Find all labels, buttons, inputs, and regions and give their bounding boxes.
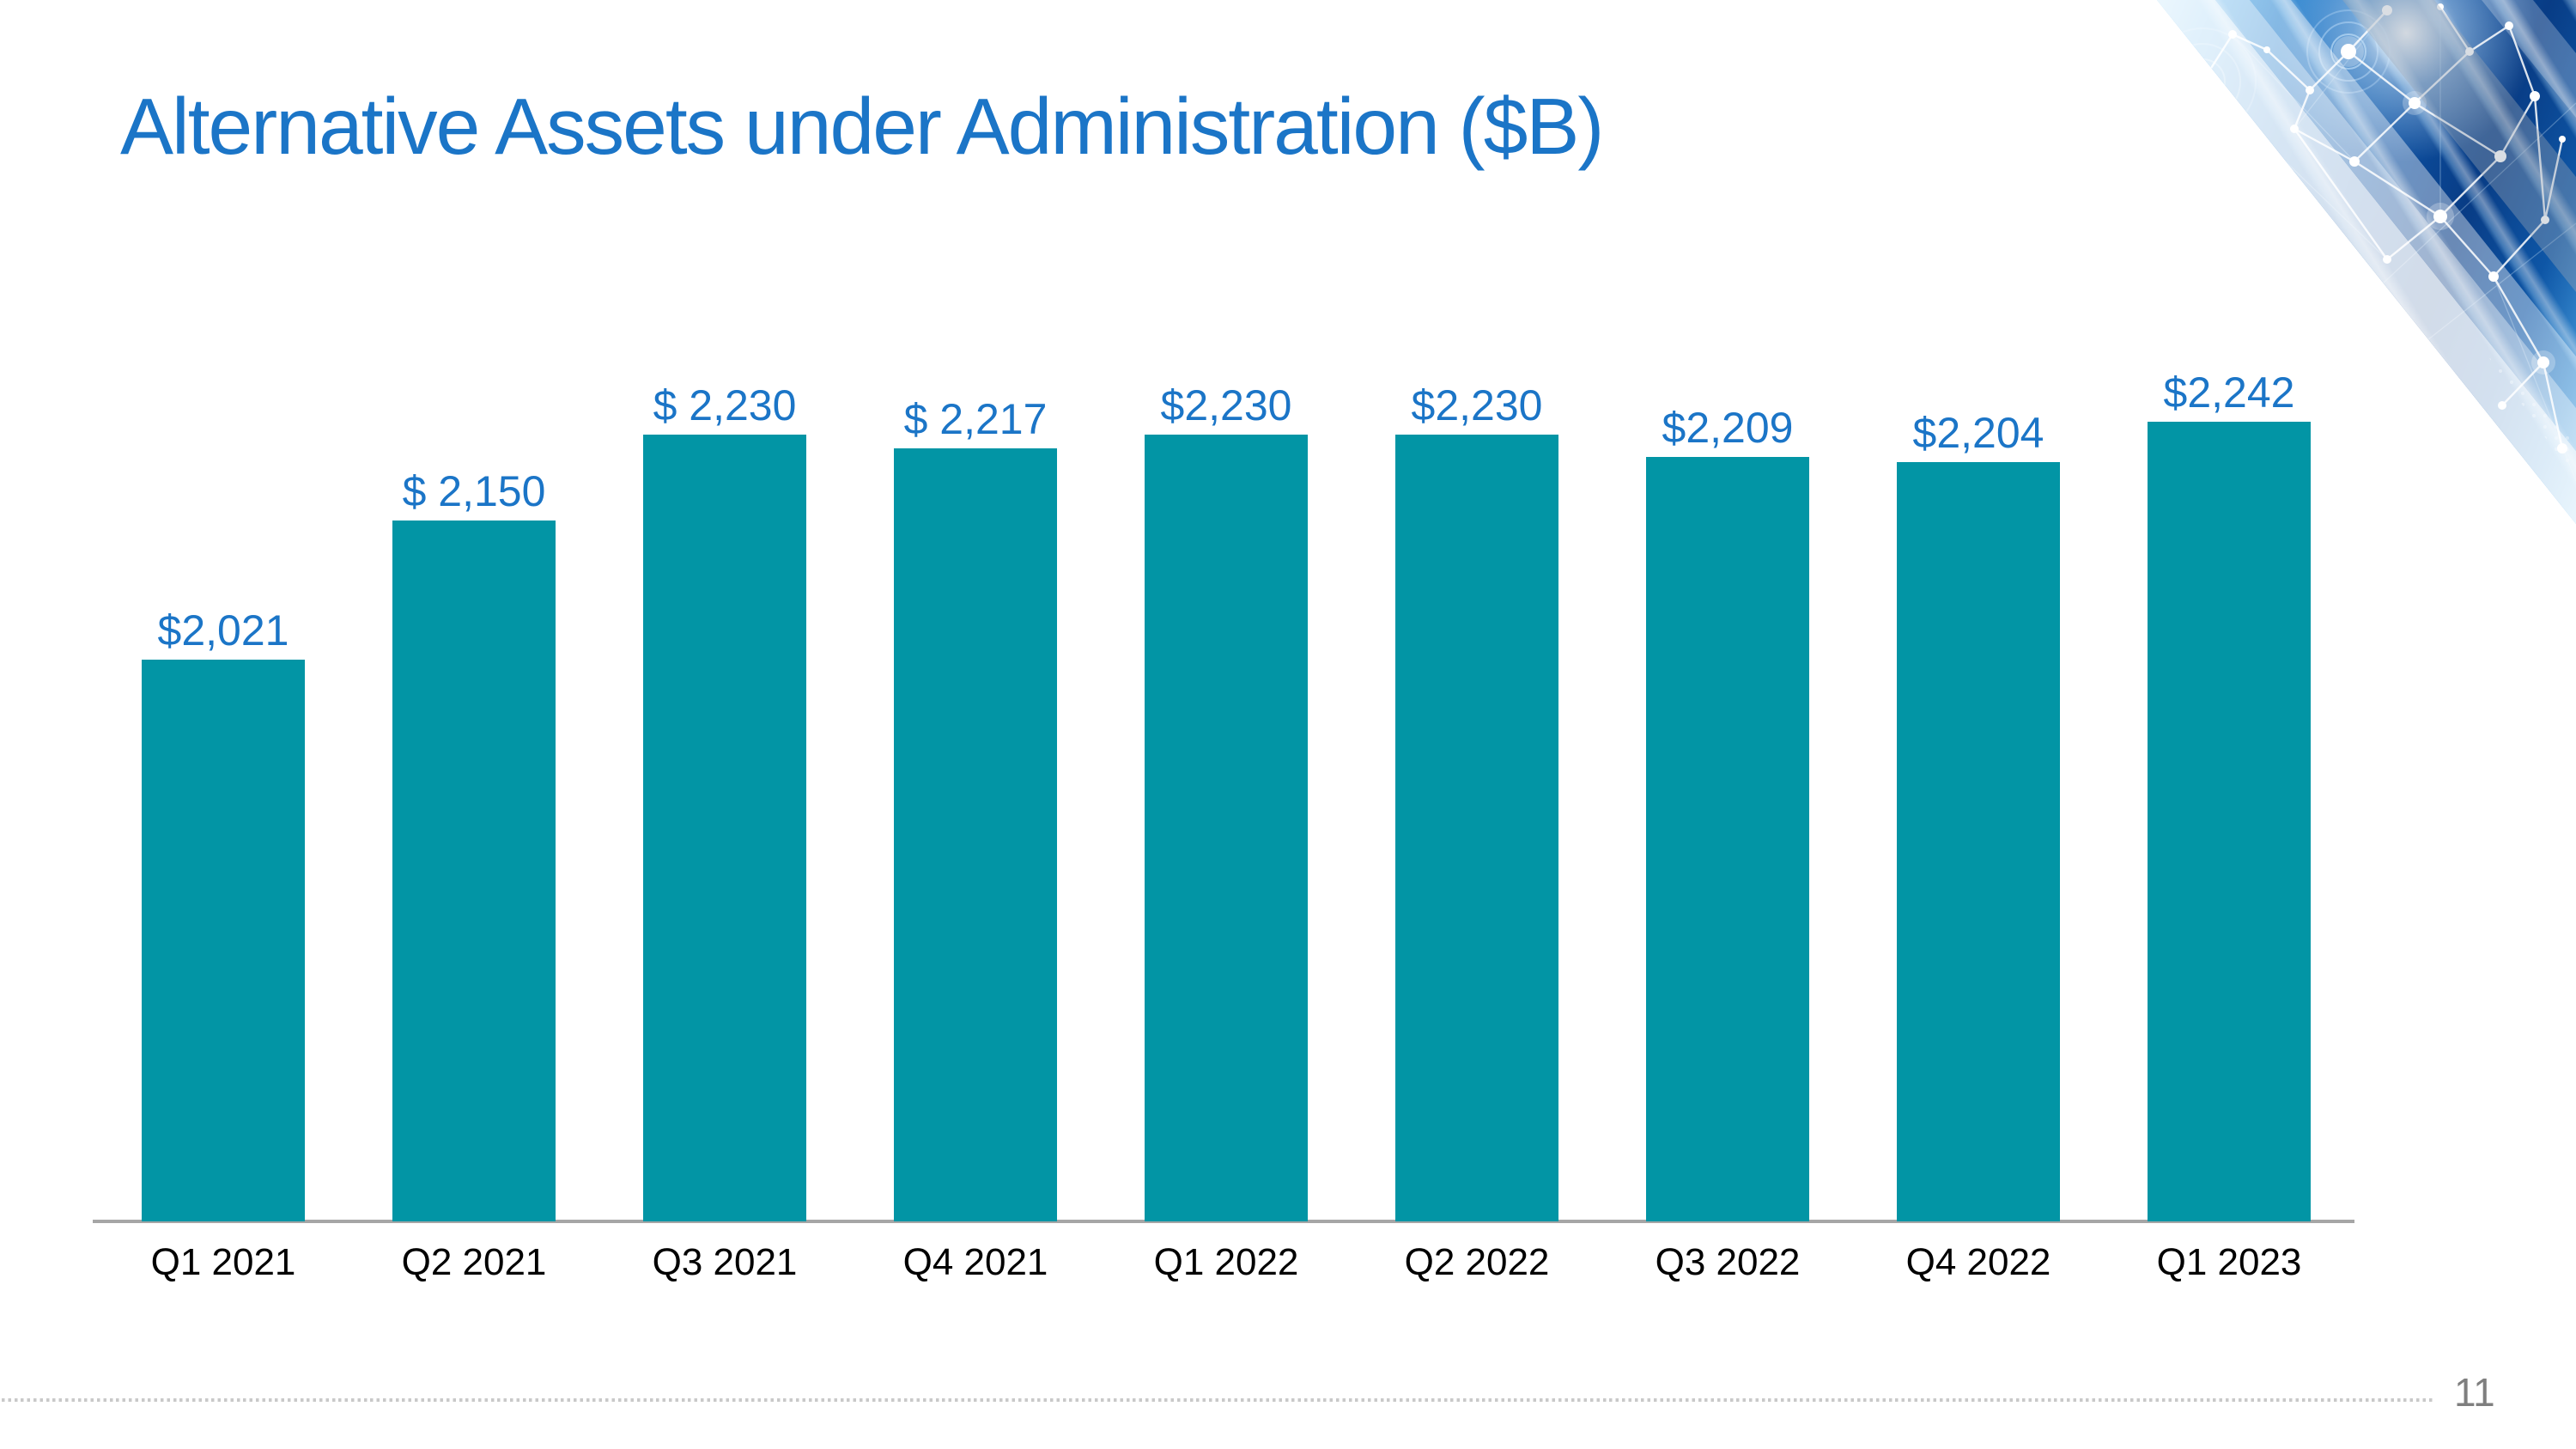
category-label-q1-2022: Q1 2022	[1153, 1241, 1299, 1283]
category-label-q3-2021: Q3 2021	[652, 1241, 798, 1283]
bar-q1-2023	[2148, 422, 2311, 1221]
value-label-q4-2022: $2,204	[1912, 409, 2044, 457]
x-axis-line	[93, 1220, 2354, 1223]
bar-q3-2021	[643, 435, 806, 1221]
bar-q1-2021	[142, 660, 305, 1221]
value-label-q2-2021: $ 2,150	[402, 467, 546, 515]
value-label-q3-2021: $ 2,230	[653, 381, 797, 429]
value-label-q1-2023: $2,242	[2163, 368, 2295, 417]
page-number: 11	[2454, 1370, 2495, 1415]
value-label-q2-2022: $2,230	[1411, 381, 1543, 429]
page-title: Alternative Assets under Administration …	[120, 82, 1604, 171]
value-label-q3-2022: $2,209	[1662, 404, 1794, 452]
bar-q2-2022	[1395, 435, 1558, 1221]
bar-q4-2022	[1897, 462, 2060, 1221]
category-label-q2-2022: Q2 2022	[1404, 1241, 1550, 1283]
value-label-q4-2021: $ 2,217	[903, 395, 1048, 443]
category-label-q2-2021: Q2 2021	[401, 1241, 547, 1283]
bar-q2-2021	[392, 521, 556, 1221]
value-label-q1-2022: $2,230	[1160, 381, 1292, 429]
category-label-q4-2021: Q4 2021	[902, 1241, 1048, 1283]
category-label-q3-2022: Q3 2022	[1655, 1241, 1801, 1283]
value-label-q1-2021: $2,021	[157, 606, 289, 654]
bar-q3-2022	[1646, 457, 1809, 1221]
footer-divider	[2, 1398, 2435, 1402]
category-label-q1-2023: Q1 2023	[2156, 1241, 2302, 1283]
bar-q4-2021	[894, 448, 1057, 1221]
category-label-q4-2022: Q4 2022	[1905, 1241, 2051, 1283]
category-label-q1-2021: Q1 2021	[150, 1241, 296, 1283]
bar-q1-2022	[1145, 435, 1308, 1221]
